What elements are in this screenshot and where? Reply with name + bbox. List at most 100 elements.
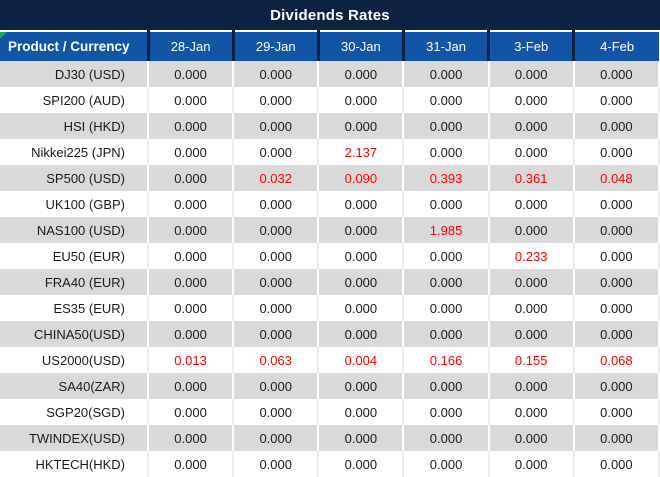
value-cell: 0.000 — [402, 87, 489, 113]
value-cell: 0.000 — [317, 425, 404, 451]
value-cell: 1.985 — [402, 217, 489, 243]
value-cell: 0.000 — [232, 61, 319, 87]
value-cell: 0.000 — [232, 269, 319, 295]
value-cell: 0.000 — [402, 295, 489, 321]
value-cell: 0.000 — [232, 451, 319, 477]
value-cell: 0.000 — [232, 321, 319, 347]
product-cell: US2000(USD) — [0, 347, 148, 373]
value-cell: 0.000 — [317, 87, 404, 113]
value-cell: 0.000 — [402, 373, 489, 399]
product-cell: DJ30 (USD) — [0, 61, 148, 87]
value-cell: 0.000 — [402, 243, 489, 269]
value-cell: 0.000 — [402, 451, 489, 477]
page-title: Dividends Rates — [270, 6, 390, 24]
value-cell: 0.032 — [232, 165, 319, 191]
value-cell: 0.000 — [487, 373, 574, 399]
product-cell: SP500 (USD) — [0, 165, 148, 191]
product-cell: NAS100 (USD) — [0, 217, 148, 243]
value-cell: 0.000 — [317, 113, 404, 139]
table-row: Nikkei225 (JPN) 0.000 0.000 2.137 0.000 0.000… — [0, 139, 660, 165]
value-cell: 0.155 — [487, 347, 574, 373]
table-row: HSI (HKD) 0.000 0.000 0.000 0.000 0.000 0.000 — [0, 113, 660, 139]
product-cell: UK100 (GBP) — [0, 191, 148, 217]
value-cell: 0.000 — [487, 451, 574, 477]
value-cell: 0.000 — [572, 217, 660, 243]
table-row: FRA40 (EUR) 0.000 0.000 0.000 0.000 0.000 0.00… — [0, 269, 660, 295]
value-cell: 0.000 — [146, 399, 234, 425]
value-cell: 0.000 — [487, 269, 574, 295]
value-cell: 0.000 — [232, 139, 319, 165]
value-cell: 0.000 — [402, 191, 489, 217]
value-cell: 0.000 — [487, 61, 574, 87]
value-cell: 0.000 — [317, 269, 404, 295]
value-cell: 0.000 — [487, 425, 574, 451]
value-cell: 0.000 — [232, 191, 319, 217]
value-cell: 0.000 — [146, 217, 234, 243]
value-cell: 0.000 — [402, 425, 489, 451]
value-cell: 0.004 — [317, 347, 404, 373]
value-cell: 0.000 — [572, 321, 660, 347]
value-cell: 0.000 — [487, 321, 574, 347]
value-cell: 2.137 — [317, 139, 404, 165]
value-cell: 0.000 — [232, 87, 319, 113]
product-cell: HSI (HKD) — [0, 113, 148, 139]
date-header-29-jan: 29-Jan — [231, 30, 319, 61]
table-row: HKTECH(HKD) 0.000 0.000 0.000 0.000 0.000 0.00… — [0, 451, 660, 477]
header-row: Product / Currency 28-Jan 29-Jan 30-Jan … — [0, 30, 659, 61]
value-cell: 0.048 — [572, 165, 660, 191]
value-cell: 0.000 — [146, 165, 234, 191]
product-currency-header: Product / Currency — [0, 30, 148, 61]
value-cell: 0.000 — [402, 321, 489, 347]
table-row: CHINA50(USD) 0.000 0.000 0.000 0.000 0.000 0.0… — [0, 321, 660, 347]
value-cell: 0.000 — [487, 113, 574, 139]
value-cell: 0.000 — [146, 139, 234, 165]
value-cell: 0.000 — [487, 87, 574, 113]
product-cell: HKTECH(HKD) — [0, 451, 148, 477]
value-cell: 0.000 — [146, 373, 234, 399]
value-cell: 0.000 — [572, 295, 660, 321]
table-row: DJ30 (USD) 0.000 0.000 0.000 0.000 0.000 0.000 — [0, 61, 660, 87]
value-cell: 0.000 — [572, 113, 660, 139]
value-cell: 0.000 — [146, 321, 234, 347]
product-cell: Nikkei225 (JPN) — [0, 139, 148, 165]
value-cell: 0.000 — [146, 451, 234, 477]
value-cell: 0.000 — [572, 451, 660, 477]
dividends-table: Product / Currency 28-Jan 29-Jan 30-Jan … — [0, 30, 660, 477]
date-header-3-feb: 3-Feb — [487, 30, 574, 61]
value-cell: 0.000 — [317, 61, 404, 87]
value-cell: 0.000 — [572, 61, 660, 87]
value-cell: 0.000 — [487, 191, 574, 217]
value-cell: 0.000 — [232, 373, 319, 399]
table-row: US2000(USD) 0.013 0.063 0.004 0.166 0.155 0.06… — [0, 347, 660, 373]
table-row: SA40(ZAR) 0.000 0.000 0.000 0.000 0.000 0.000 — [0, 373, 660, 399]
value-cell: 0.000 — [146, 87, 234, 113]
value-cell: 0.000 — [317, 217, 404, 243]
value-cell: 0.000 — [487, 139, 574, 165]
value-cell: 0.068 — [572, 347, 660, 373]
table-row: SPI200 (AUD) 0.000 0.000 0.000 0.000 0.000 0.0… — [0, 87, 660, 113]
value-cell: 0.000 — [572, 87, 660, 113]
value-cell: 0.000 — [317, 373, 404, 399]
value-cell: 0.000 — [572, 243, 660, 269]
value-cell: 0.000 — [402, 399, 489, 425]
value-cell: 0.393 — [402, 165, 489, 191]
table-row: NAS100 (USD) 0.000 0.000 0.000 1.985 0.000 0.0… — [0, 217, 660, 243]
product-cell: CHINA50(USD) — [0, 321, 148, 347]
value-cell: 0.166 — [402, 347, 489, 373]
value-cell: 0.000 — [232, 217, 319, 243]
product-cell: ES35 (EUR) — [0, 295, 148, 321]
table-row: UK100 (GBP) 0.000 0.000 0.000 0.000 0.000 0.00… — [0, 191, 660, 217]
value-cell: 0.000 — [487, 217, 574, 243]
title-bar: Dividends Rates — [0, 0, 660, 30]
product-cell: TWINDEX(USD) — [0, 425, 148, 451]
value-cell: 0.233 — [487, 243, 574, 269]
date-header-30-jan: 30-Jan — [316, 30, 404, 61]
table-row: EU50 (EUR) 0.000 0.000 0.000 0.000 0.233 0.000 — [0, 243, 660, 269]
value-cell: 0.000 — [146, 243, 234, 269]
value-cell: 0.000 — [572, 191, 660, 217]
value-cell: 0.000 — [572, 425, 660, 451]
value-cell: 0.000 — [232, 113, 319, 139]
value-cell: 0.000 — [572, 399, 660, 425]
table-row: SP500 (USD) 0.000 0.032 0.090 0.393 0.361 0.04… — [0, 165, 660, 191]
value-cell: 0.000 — [402, 139, 489, 165]
